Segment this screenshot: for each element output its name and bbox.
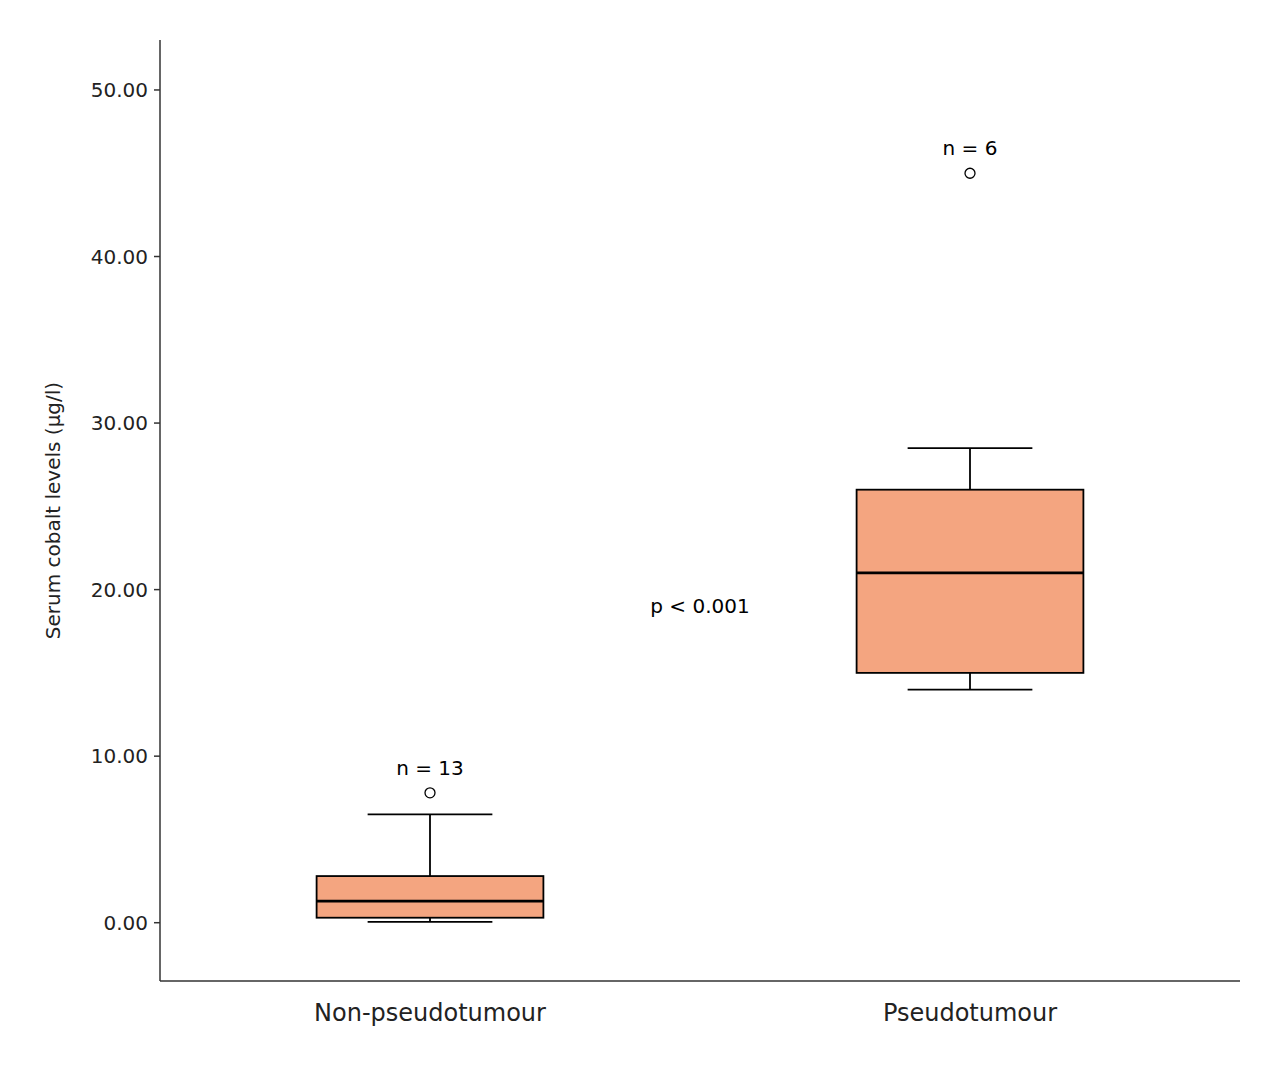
boxes: [317, 168, 1084, 922]
upper-cap: [368, 814, 493, 816]
x-axis-line: [160, 980, 1240, 982]
annotation: p < 0.001: [650, 594, 749, 618]
flier: [965, 168, 975, 178]
chart: 0.00 10.00 20.00 30.00 40.00 50.00 Non-pseudot…: [0, 0, 1280, 1091]
box: [857, 490, 1084, 673]
y-tick-label: 50.00: [91, 78, 148, 102]
y-tick: [154, 422, 160, 424]
lower-cap: [368, 921, 493, 923]
box: [317, 876, 544, 918]
x-tick-label: Pseudotumour: [883, 999, 1057, 1027]
y-tick-label: 0.00: [103, 911, 148, 935]
x-tick-label: Non-pseudotumour: [314, 999, 546, 1027]
median: [857, 572, 1084, 575]
y-tick-label: 20.00: [91, 578, 148, 602]
box-group: [857, 168, 1084, 689]
y-tick-label: 40.00: [91, 245, 148, 269]
box-group: [317, 788, 544, 922]
lower-whisker: [969, 673, 971, 690]
y-tick: [154, 256, 160, 258]
y-tick: [154, 922, 160, 924]
median: [317, 900, 544, 903]
upper-cap: [908, 447, 1033, 449]
upper-whisker: [429, 814, 431, 876]
y-tick: [154, 755, 160, 757]
n-label: n = 6: [943, 136, 998, 160]
flier: [425, 788, 435, 798]
y-axis-line: [159, 40, 161, 981]
y-axis-label: Serum cobalt levels (μg/l): [41, 382, 65, 639]
y-tick-label: 10.00: [91, 744, 148, 768]
upper-whisker: [969, 448, 971, 490]
lower-cap: [908, 689, 1033, 691]
n-label: n = 13: [396, 756, 464, 780]
y-tick: [154, 589, 160, 591]
y-tick-label: 30.00: [91, 411, 148, 435]
y-tick: [154, 89, 160, 91]
